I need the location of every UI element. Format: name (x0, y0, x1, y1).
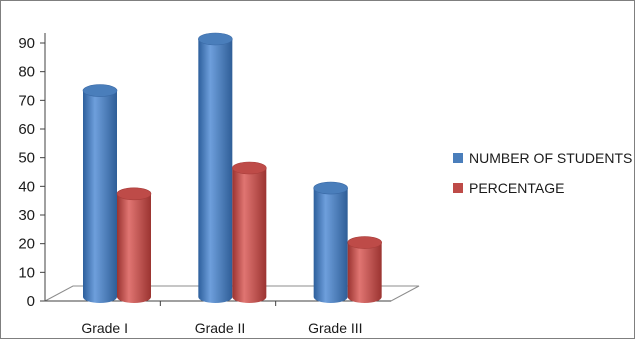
legend-swatch (453, 183, 463, 193)
y-tick-label: 90 (18, 35, 35, 52)
bar-cap (116, 187, 152, 201)
bar-cap (232, 161, 267, 175)
x-tick-label: Grade I (81, 320, 128, 336)
legend-item: NUMBER OF STUDENTS (453, 150, 632, 166)
y-tick-label: 80 (18, 64, 35, 81)
bar-percentage (232, 161, 267, 303)
y-tick-label: 20 (18, 236, 35, 253)
legend-swatch (453, 153, 463, 163)
bar-cap (313, 181, 348, 195)
bar-cap (198, 32, 233, 46)
bar-body (83, 90, 117, 303)
bar-students (313, 181, 348, 303)
bar-body (347, 242, 382, 303)
y-tick-label: 50 (18, 150, 35, 167)
bar-body (117, 193, 151, 303)
bar-cap (347, 236, 382, 249)
bar-percentage (116, 187, 152, 303)
bars-layer (82, 32, 382, 303)
bar-body (198, 39, 233, 303)
x-tick-label: Grade III (308, 320, 362, 336)
y-tick-label: 30 (18, 207, 35, 224)
y-tick-label: 0 (27, 293, 35, 310)
bar-students (82, 84, 118, 303)
legend-item: PERCENTAGE (453, 180, 564, 196)
y-tick-label: 60 (18, 121, 35, 138)
bar-body (232, 168, 267, 303)
bar-students (198, 32, 233, 303)
legend: NUMBER OF STUDENTS PERCENTAGE (453, 150, 632, 196)
y-tick-label: 40 (18, 178, 35, 195)
y-tick-label: 10 (18, 264, 35, 281)
bar-percentage (347, 236, 382, 303)
legend-label: NUMBER OF STUDENTS (469, 150, 632, 166)
bar-cap (82, 84, 118, 97)
y-tick-label: 70 (18, 92, 35, 109)
legend-label: PERCENTAGE (469, 180, 564, 196)
x-tick-label: Grade II (195, 320, 246, 336)
bar-body (313, 188, 348, 303)
